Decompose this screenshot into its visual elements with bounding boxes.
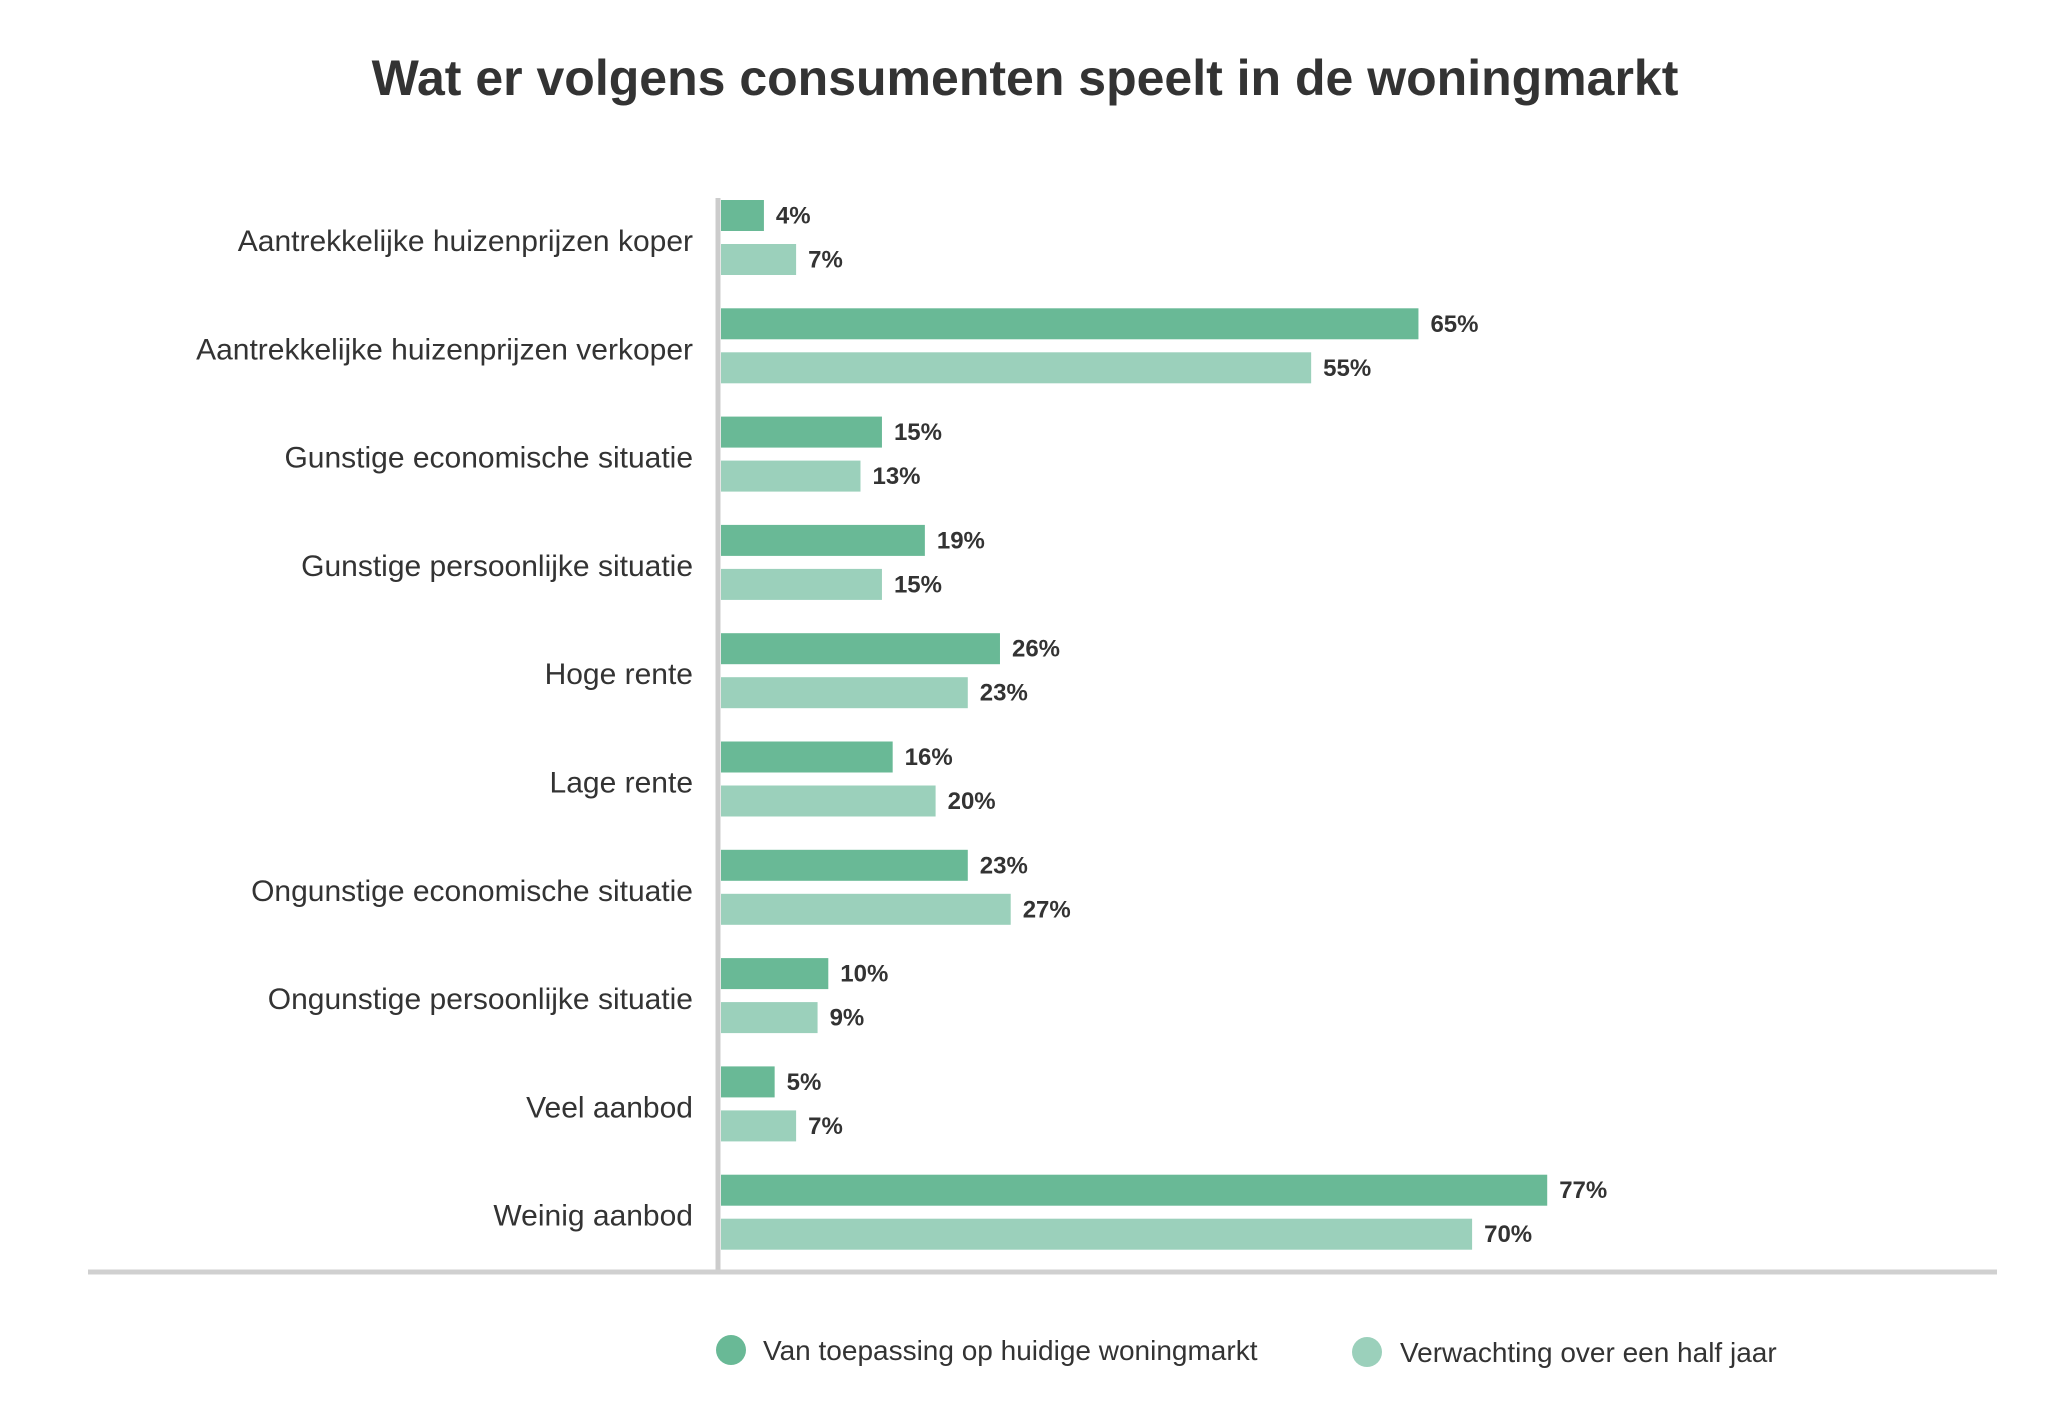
- bar-series-1: [721, 308, 1419, 340]
- category-label-aantrekkelijke-huizenprijzen-verkoper: Aantrekkelijke huizenprijzen verkoper: [196, 333, 693, 366]
- category-group: Aantrekkelijke huizenprijzen koper 4% 7%: [238, 200, 843, 275]
- bar-series-1: [721, 958, 829, 990]
- category-group: Ongunstige persoonlijke situatie 10% 9%: [268, 958, 888, 1034]
- category-label-gunstige-persoonlijke-situatie: Gunstige persoonlijke situatie: [301, 550, 693, 583]
- bar-series-2: [721, 785, 936, 817]
- category-group: Lage rente 16% 20%: [550, 741, 996, 817]
- data-label: 5%: [787, 1069, 822, 1096]
- data-label: 4%: [776, 203, 811, 230]
- data-label: 10%: [840, 961, 888, 988]
- category-group: Gunstige economische situatie 15% 13%: [284, 416, 942, 492]
- category-group: Gunstige persoonlijke situatie 19% 15%: [301, 524, 985, 600]
- legend: Van toepassing op huidige woningmarkt Ver…: [716, 1335, 1777, 1368]
- category-group: Hoge rente 26% 23%: [545, 633, 1060, 709]
- category-label-gunstige-economische-situatie: Gunstige economische situatie: [284, 442, 693, 475]
- category-group: Weinig aanbod 77% 70%: [493, 1174, 1607, 1250]
- bar-series-2: [721, 893, 1011, 925]
- bar-series-1: [721, 741, 893, 773]
- data-label: 65%: [1430, 311, 1478, 338]
- data-label: 7%: [808, 1113, 843, 1140]
- category-label-ongunstige-persoonlijke-situatie: Ongunstige persoonlijke situatie: [268, 983, 693, 1016]
- data-label: 15%: [894, 571, 942, 598]
- data-label: 9%: [830, 1005, 865, 1032]
- bar-series-1: [721, 524, 925, 556]
- data-label: 7%: [808, 247, 843, 274]
- data-label: 27%: [1023, 896, 1071, 923]
- bar-series-2: [721, 244, 797, 275]
- legend-label-1: Van toepassing op huidige woningmarkt: [763, 1335, 1258, 1366]
- bar-series-1: [721, 200, 764, 231]
- bars-layer: Aantrekkelijke huizenprijzen koper4%7%Aa…: [196, 200, 1607, 1250]
- category-group: Aantrekkelijke huizenprijzen verkoper 65%…: [196, 308, 1478, 384]
- bar-series-1: [721, 1174, 1548, 1206]
- data-label: 15%: [894, 419, 942, 446]
- bar-series-2: [721, 1218, 1473, 1250]
- category-group: Veel aanbod 5% 7%: [526, 1066, 843, 1142]
- bar-series-2: [721, 1002, 818, 1034]
- category-label-aantrekkelijke-huizenprijzen-koper: Aantrekkelijke huizenprijzen koper: [238, 225, 693, 258]
- bar-series-2: [721, 460, 861, 492]
- legend-swatch-2: [1352, 1337, 1382, 1367]
- legend-swatch-1: [716, 1335, 746, 1365]
- bar-series-2: [721, 568, 882, 600]
- category-label-hoge-rente: Hoge rente: [545, 658, 693, 691]
- chart-title: Wat er volgens consumenten speelt in de …: [372, 50, 1679, 106]
- data-label: 16%: [905, 744, 953, 771]
- bar-series-1: [721, 1066, 775, 1098]
- bar-series-1: [721, 633, 1000, 665]
- bar-series-2: [721, 352, 1312, 384]
- category-group: Ongunstige economische situatie 23% 27%: [251, 849, 1071, 925]
- data-label: 23%: [980, 852, 1028, 879]
- category-label-lage-rente: Lage rente: [550, 767, 693, 800]
- data-label: 55%: [1323, 355, 1371, 382]
- category-label-weinig-aanbod: Weinig aanbod: [493, 1200, 693, 1233]
- bar-series-2: [721, 1110, 797, 1142]
- data-label: 70%: [1484, 1221, 1532, 1248]
- bar-series-2: [721, 677, 968, 709]
- bar-series-1: [721, 849, 968, 881]
- category-label-veel-aanbod: Veel aanbod: [526, 1091, 693, 1124]
- legend-label-2: Verwachting over een half jaar: [1400, 1337, 1777, 1368]
- data-label: 13%: [872, 463, 920, 490]
- data-label: 19%: [937, 527, 985, 554]
- bar-series-1: [721, 416, 882, 448]
- category-label-ongunstige-economische-situatie: Ongunstige economische situatie: [251, 875, 693, 908]
- data-label: 23%: [980, 680, 1028, 707]
- data-label: 77%: [1559, 1177, 1607, 1204]
- data-label: 26%: [1012, 636, 1060, 663]
- data-label: 20%: [948, 788, 996, 815]
